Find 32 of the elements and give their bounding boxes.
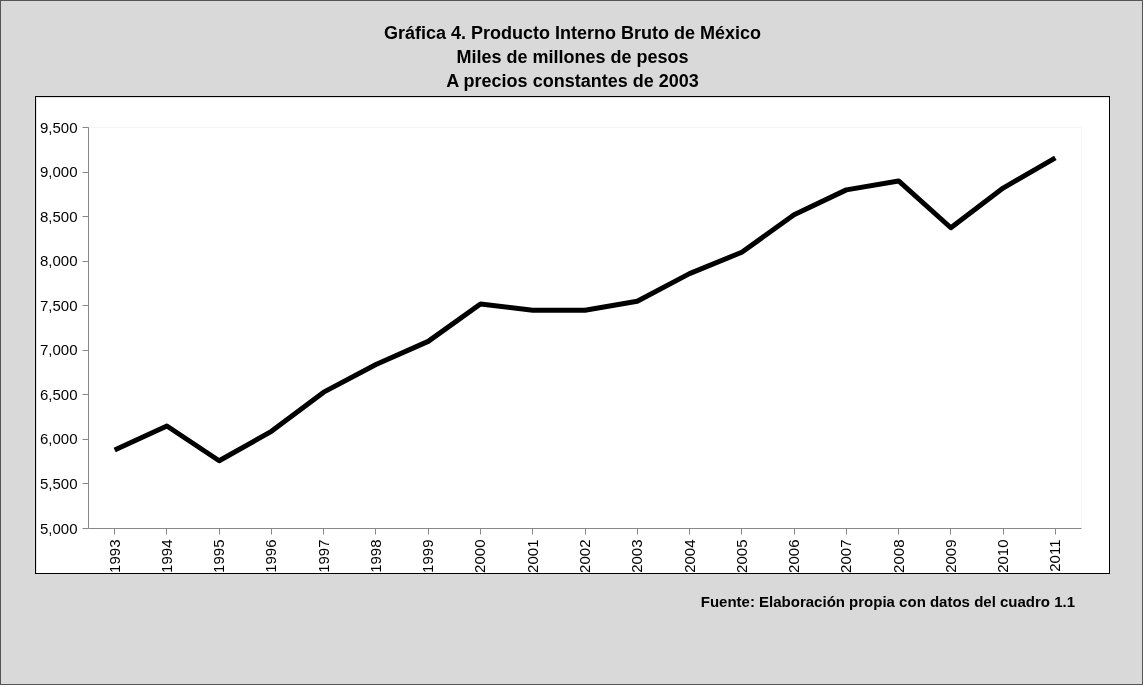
x-tick-label: 2002 (576, 539, 593, 573)
y-tick-label: 5,000 (39, 519, 78, 537)
x-tick-label: 2005 (732, 539, 750, 573)
x-tick-label: 2011 (1046, 539, 1064, 572)
y-tick-label: 6,000 (39, 430, 78, 448)
y-tick-label: 8,000 (39, 252, 78, 270)
x-tick-label: 1993 (105, 539, 123, 573)
y-tick-label: 6,500 (39, 385, 78, 403)
y-tick-label: 7,000 (39, 341, 78, 359)
x-tick-label: 1998 (366, 539, 384, 573)
x-tick-label: 2000 (471, 539, 489, 573)
y-tick-label: 9,000 (39, 163, 78, 181)
y-tick-label: 9,500 (39, 118, 78, 136)
x-tick-label: 2004 (680, 539, 698, 573)
x-tick-label: 1997 (314, 539, 332, 573)
x-tick-label: 2001 (523, 539, 541, 573)
x-tick-label: 2003 (628, 539, 646, 573)
x-tick-label: 1996 (262, 539, 280, 573)
x-tick-label: 1995 (210, 539, 228, 573)
x-tick-label: 2008 (889, 539, 907, 573)
x-tick-label: 1994 (157, 539, 175, 573)
x-tick-label: 2010 (994, 539, 1012, 573)
x-tick-label: 2006 (785, 539, 803, 573)
x-tick-label: 1999 (419, 539, 437, 573)
y-tick-label: 5,500 (39, 474, 78, 492)
y-tick-label: 7,500 (39, 296, 78, 314)
x-tick-label: 2009 (941, 539, 959, 573)
x-tick-label: 2007 (837, 539, 855, 573)
chart-subtitle: Miles de millones de pesos A precios constantes de 2003 (446, 47, 699, 91)
chart-title: Gráfica 4. Producto Interno Bruto de México (383, 23, 762, 43)
y-tick-label: 8,500 (39, 207, 78, 225)
source-note: Fuente: Elaboración propia con datos del cuadro 1.1 (700, 592, 1075, 612)
